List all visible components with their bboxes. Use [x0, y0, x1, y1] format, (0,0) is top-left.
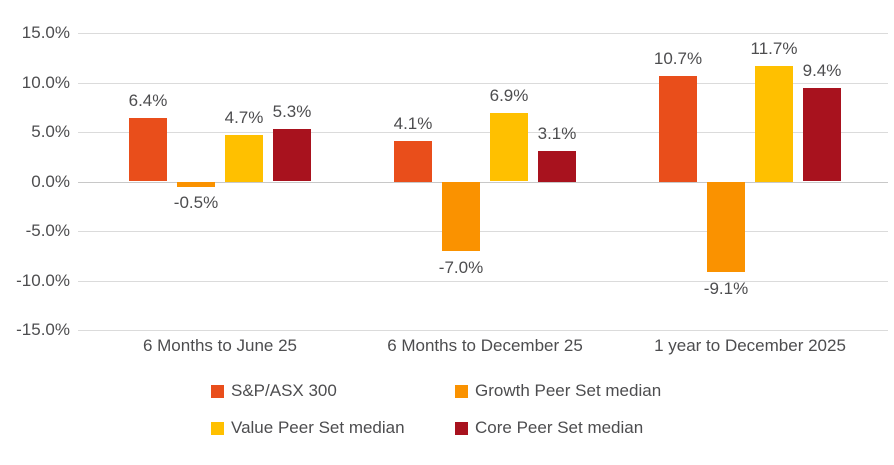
bar [490, 113, 528, 181]
bar [273, 129, 311, 181]
bar-value-label: -9.1% [703, 279, 749, 298]
bar [803, 88, 841, 181]
bar-value-label: 11.7% [750, 39, 798, 58]
bar [659, 76, 697, 182]
bar-value-label: 4.7% [224, 108, 264, 127]
gridline [78, 231, 888, 232]
legend-label: Value Peer Set median [231, 418, 405, 437]
bar-value-label: 4.1% [393, 114, 433, 133]
bar [707, 182, 745, 272]
legend-item: Growth Peer Set median [455, 381, 661, 401]
legend-swatch-icon [455, 384, 468, 398]
legend-label: S&P/ASX 300 [231, 381, 337, 400]
bar-value-label: 3.1% [537, 124, 577, 143]
gridline [78, 33, 888, 34]
gridline [78, 132, 888, 133]
bar-value-label: 5.3% [272, 102, 312, 121]
bar [129, 118, 167, 181]
legend-swatch-icon [211, 384, 224, 398]
y-tick-label: 0.0% [31, 172, 70, 191]
bar-value-label: 9.4% [802, 61, 842, 80]
legend-item: Value Peer Set median [211, 418, 405, 438]
bar [394, 141, 432, 182]
bar [755, 66, 793, 182]
legend-item: S&P/ASX 300 [211, 381, 337, 401]
bar-value-label: -7.0% [438, 258, 484, 277]
y-tick-label: -5.0% [25, 221, 70, 240]
gridline [78, 281, 888, 282]
legend-label: Growth Peer Set median [475, 381, 662, 400]
y-tick-label: 15.0% [21, 23, 70, 42]
bar [225, 135, 263, 182]
legend-label: Core Peer Set median [475, 418, 644, 437]
bar-value-label: -0.5% [173, 193, 219, 212]
bar [442, 182, 480, 251]
bar-value-label: 10.7% [653, 49, 703, 68]
y-tick-label: -15.0% [16, 320, 70, 339]
bar [177, 182, 215, 187]
legend-swatch-icon [211, 421, 224, 435]
legend-swatch-icon [455, 421, 468, 435]
bar-value-label: 6.4% [128, 91, 168, 110]
gridline [78, 330, 888, 331]
legend-item: Core Peer Set median [455, 418, 643, 438]
bar-value-label: 6.9% [489, 86, 529, 105]
y-tick-label: 10.0% [21, 73, 70, 92]
x-category-label: 6 Months to June 25 [142, 336, 298, 355]
x-category-label: 1 year to December 2025 [654, 336, 846, 355]
x-category-label: 6 Months to December 25 [387, 336, 583, 355]
y-tick-label: 5.0% [31, 122, 70, 141]
gridline [78, 83, 888, 84]
zero-gridline [78, 182, 888, 183]
y-tick-label: -10.0% [16, 271, 70, 290]
bar [538, 151, 576, 182]
